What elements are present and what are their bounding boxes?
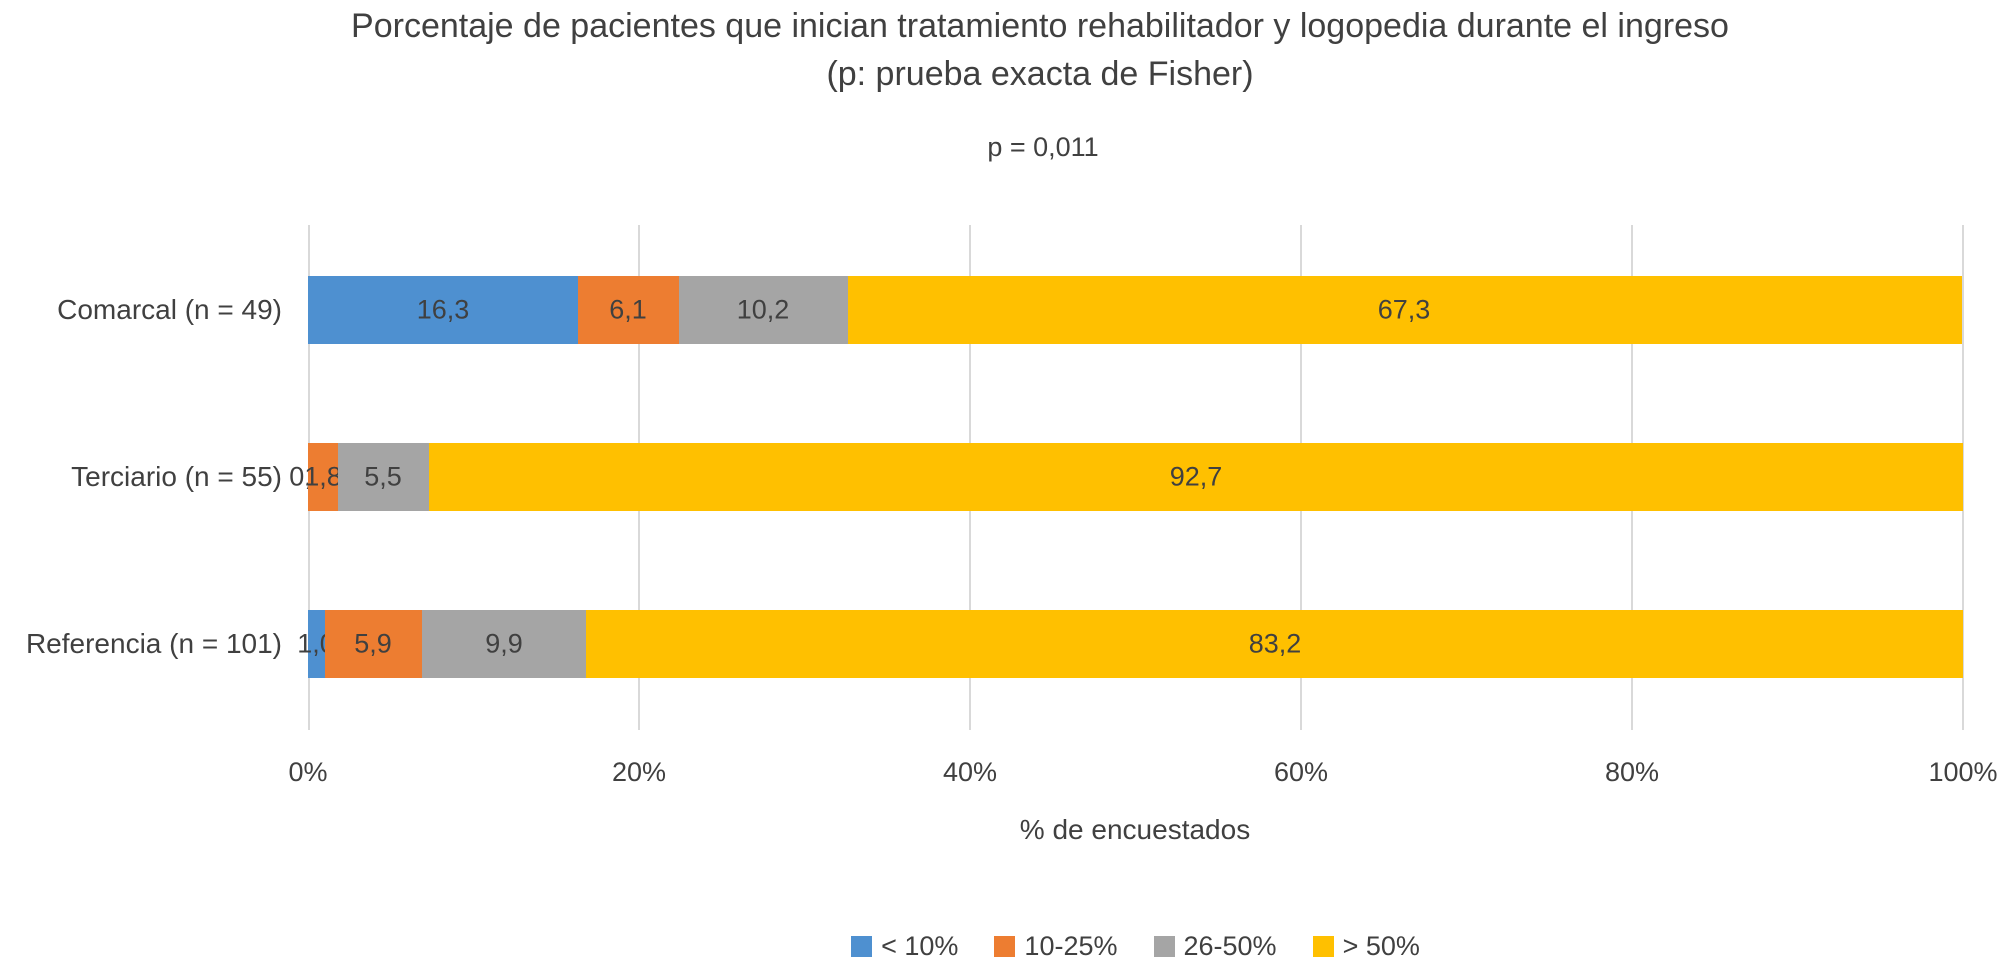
legend-label: > 50% [1342,930,1420,961]
data-label: 83,2 [1248,628,1302,659]
bar-segment [429,443,1963,511]
category-label: Referencia (n = 101) [25,628,282,659]
bar-segment [308,443,338,511]
data-label: 67,3 [1377,294,1431,325]
chart-title: Porcentaje de pacientes que inician trat… [351,2,1729,98]
bar-segment [308,610,325,678]
bar-segment [422,610,586,678]
data-label: 10,2 [736,294,790,325]
data-label: 16,3 [416,294,470,325]
bar-segment [586,610,1963,678]
legend-label: 10-25% [1024,930,1118,961]
legend-item: 10-25% [994,930,1118,962]
bar-segment [308,276,578,344]
data-label: 92,7 [1169,461,1223,492]
legend-item: < 10% [851,931,958,962]
x-tick-label: 100% [1928,757,1998,787]
category-label: Terciario (n = 55) [71,461,282,492]
gridline [1962,225,1964,730]
x-tick-label: 0% [288,757,328,787]
legend-swatch [994,935,1016,957]
plot-area: 16,36,110,267,30,01,85,592,71,05,99,983,… [289,225,1964,730]
legend-swatch [1312,935,1334,957]
category-axis: Comarcal (n = 49) Terciario (n = 55) Refer… [0,225,282,730]
data-label: 5,9 [354,628,392,659]
legend: < 10% 10-25% 26-50% > 50% [308,931,1963,961]
legend-swatch [851,935,873,957]
category-label: Comarcal (n = 49) [57,294,282,325]
bar-segment [848,276,1962,344]
bar-segment [325,610,423,678]
x-tick-label: 40% [942,757,998,787]
legend-item: 26-50% [1153,930,1277,962]
x-tick-label: 20% [611,757,667,787]
bar-segment [338,443,429,511]
chart-title-line2: (p: prueba exacta de Fisher) [826,55,1254,93]
p-value-annotation: p = 0,011 [987,132,1099,162]
x-axis-title: % de encuestados [1019,814,1251,845]
chart-title-line1: Porcentaje de pacientes que inician trat… [351,7,1729,45]
legend-swatch [1153,935,1175,957]
legend-label: < 10% [881,930,959,961]
data-label: 1,8 [304,461,342,492]
x-tick-label: 60% [1273,757,1329,787]
data-label: 6,1 [609,294,647,325]
bar-segment [578,276,679,344]
legend-label: 26-50% [1183,930,1277,961]
x-tick-label: 80% [1604,757,1660,787]
legend-item: > 50% [1312,930,1420,962]
data-label: 5,5 [364,461,402,492]
data-label: 9,9 [485,628,523,659]
bar-segment [679,276,848,344]
